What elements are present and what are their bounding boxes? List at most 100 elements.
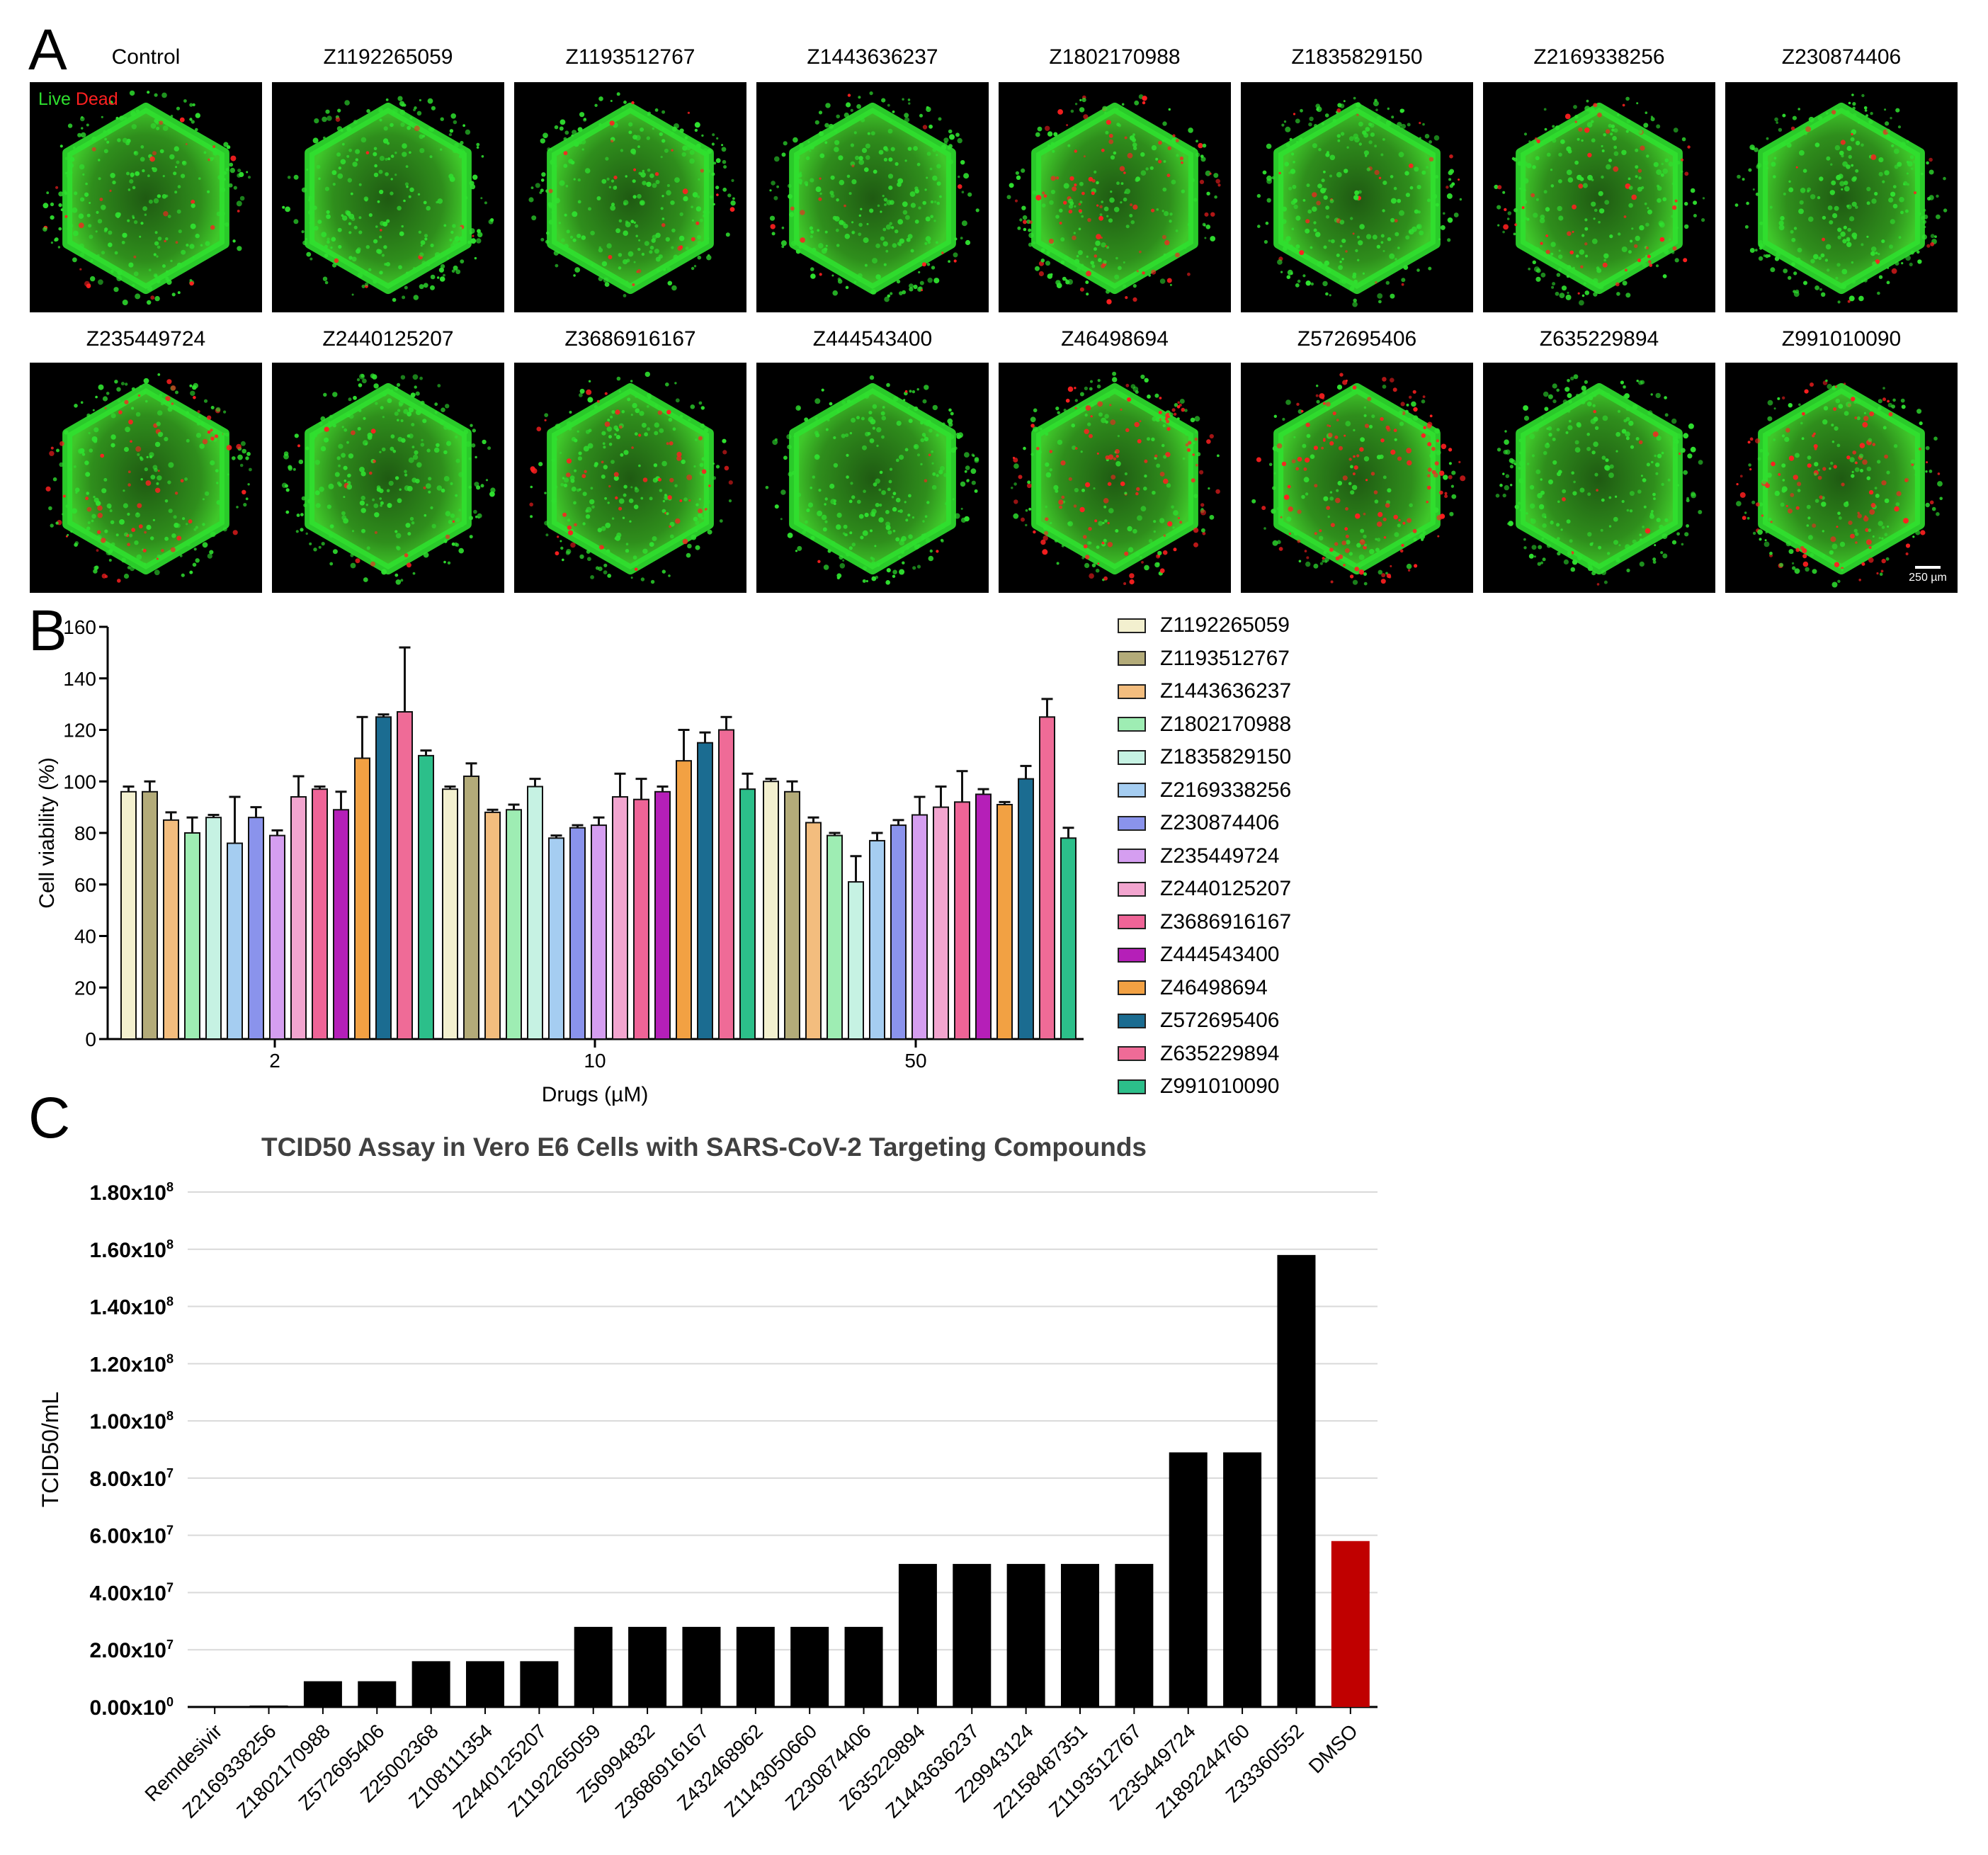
live-cell-dot xyxy=(221,208,224,211)
dead-cell-dot xyxy=(210,429,213,432)
live-cell-dot xyxy=(1879,572,1883,576)
live-cell-dot xyxy=(388,480,394,486)
dead-cell-dot xyxy=(1352,385,1357,390)
spheroid-image xyxy=(30,363,262,593)
live-cell-dot xyxy=(824,497,828,501)
live-cell-dot xyxy=(1285,126,1291,132)
dead-cell-dot xyxy=(1427,467,1432,472)
live-cell-dot xyxy=(1382,209,1385,212)
live-cell-dot xyxy=(210,531,216,538)
live-cell-dot xyxy=(913,146,918,151)
live-cell-dot xyxy=(943,137,949,143)
live-cell-dot xyxy=(1535,276,1541,282)
live-cell-dot xyxy=(1513,463,1517,465)
live-cell-dot xyxy=(881,490,886,495)
dead-cell-dot xyxy=(1355,513,1361,519)
dead-label: Dead xyxy=(75,89,118,109)
live-cell-dot xyxy=(929,549,933,553)
live-cell-dot xyxy=(1587,174,1593,181)
dead-cell-dot xyxy=(1851,397,1856,402)
live-cell-dot xyxy=(1915,156,1919,159)
live-cell-dot xyxy=(306,251,312,257)
live-cell-dot xyxy=(1503,450,1508,455)
live-cell-dot xyxy=(712,476,717,480)
live-cell-dot xyxy=(449,239,453,242)
live-cell-dot xyxy=(1123,197,1128,202)
spheroid-image xyxy=(1241,363,1473,593)
dead-cell-dot xyxy=(1287,484,1291,489)
live-cell-dot xyxy=(245,456,249,460)
live-cell-dot xyxy=(472,174,478,180)
live-cell-dot xyxy=(423,552,429,558)
live-cell-dot xyxy=(603,446,606,449)
live-cell-dot xyxy=(1435,203,1439,207)
live-cell-dot xyxy=(1613,151,1619,157)
live-cell-dot xyxy=(222,432,226,436)
legend-swatch xyxy=(1118,1079,1146,1094)
live-cell-dot xyxy=(411,477,417,483)
dead-cell-dot xyxy=(1834,385,1838,388)
live-cell-dot xyxy=(1686,497,1689,500)
live-cell-dot xyxy=(101,488,107,494)
live-cell-dot xyxy=(443,224,447,227)
live-cell-dot xyxy=(1871,198,1877,204)
live-cell-dot xyxy=(407,532,411,536)
live-cell-dot xyxy=(246,171,249,174)
live-cell-dot xyxy=(1640,413,1642,416)
live-cell-dot xyxy=(1819,176,1824,181)
live-cell-dot xyxy=(137,453,140,456)
live-cell-dot xyxy=(1115,529,1119,533)
live-cell-dot xyxy=(1290,200,1296,205)
live-cell-dot xyxy=(1129,135,1135,141)
live-cell-dot xyxy=(846,102,851,108)
dead-cell-dot xyxy=(1378,176,1382,179)
live-cell-dot xyxy=(1609,234,1613,239)
live-cell-dot xyxy=(637,193,642,199)
dead-cell-dot xyxy=(1097,562,1100,565)
dead-cell-dot xyxy=(1785,428,1790,433)
live-cell-dot xyxy=(1852,113,1857,118)
live-cell-dot xyxy=(96,535,102,540)
live-cell-dot xyxy=(1399,210,1404,216)
live-cell-dot xyxy=(875,478,880,484)
live-cell-dot xyxy=(819,153,825,159)
live-cell-dot xyxy=(1895,502,1900,506)
live-cell-dot xyxy=(1870,251,1875,256)
dead-cell-dot xyxy=(1352,472,1356,475)
live-cell-dot xyxy=(1363,132,1369,138)
live-cell-dot xyxy=(229,162,234,167)
live-cell-dot xyxy=(350,553,354,557)
live-cell-dot xyxy=(601,178,607,184)
dead-cell-dot xyxy=(1846,455,1851,460)
spheroid-image xyxy=(514,363,746,593)
live-cell-dot xyxy=(232,456,236,460)
live-cell-dot xyxy=(1639,538,1643,542)
live-cell-dot xyxy=(1143,487,1147,491)
dead-cell-dot xyxy=(1857,514,1862,518)
live-cell-dot xyxy=(190,223,196,229)
live-cell-dot xyxy=(831,274,834,277)
spheroid-graphic xyxy=(1494,96,1705,306)
live-cell-dot xyxy=(1656,169,1662,176)
live-cell-dot xyxy=(331,170,337,176)
live-cell-dot xyxy=(1091,563,1096,567)
live-cell-dot xyxy=(195,526,198,529)
live-cell-dot xyxy=(1184,409,1188,412)
live-cell-dot xyxy=(338,166,341,170)
live-cell-dot xyxy=(157,245,161,249)
dead-cell-dot xyxy=(1164,417,1169,421)
live-cell-dot xyxy=(799,171,802,174)
live-cell-dot xyxy=(588,207,591,211)
live-cell-dot xyxy=(615,228,620,234)
dead-cell-dot xyxy=(1159,397,1162,399)
live-cell-dot xyxy=(907,147,912,151)
live-cell-dot xyxy=(1058,253,1061,256)
live-cell-dot xyxy=(338,244,342,249)
live-cell-dot xyxy=(842,559,845,562)
live-cell-dot xyxy=(358,230,363,234)
dead-cell-dot xyxy=(1438,490,1443,495)
live-cell-dot xyxy=(1343,100,1346,103)
live-cell-dot xyxy=(348,256,353,260)
live-cell-dot xyxy=(1763,541,1770,548)
live-cell-dot xyxy=(1811,125,1814,128)
